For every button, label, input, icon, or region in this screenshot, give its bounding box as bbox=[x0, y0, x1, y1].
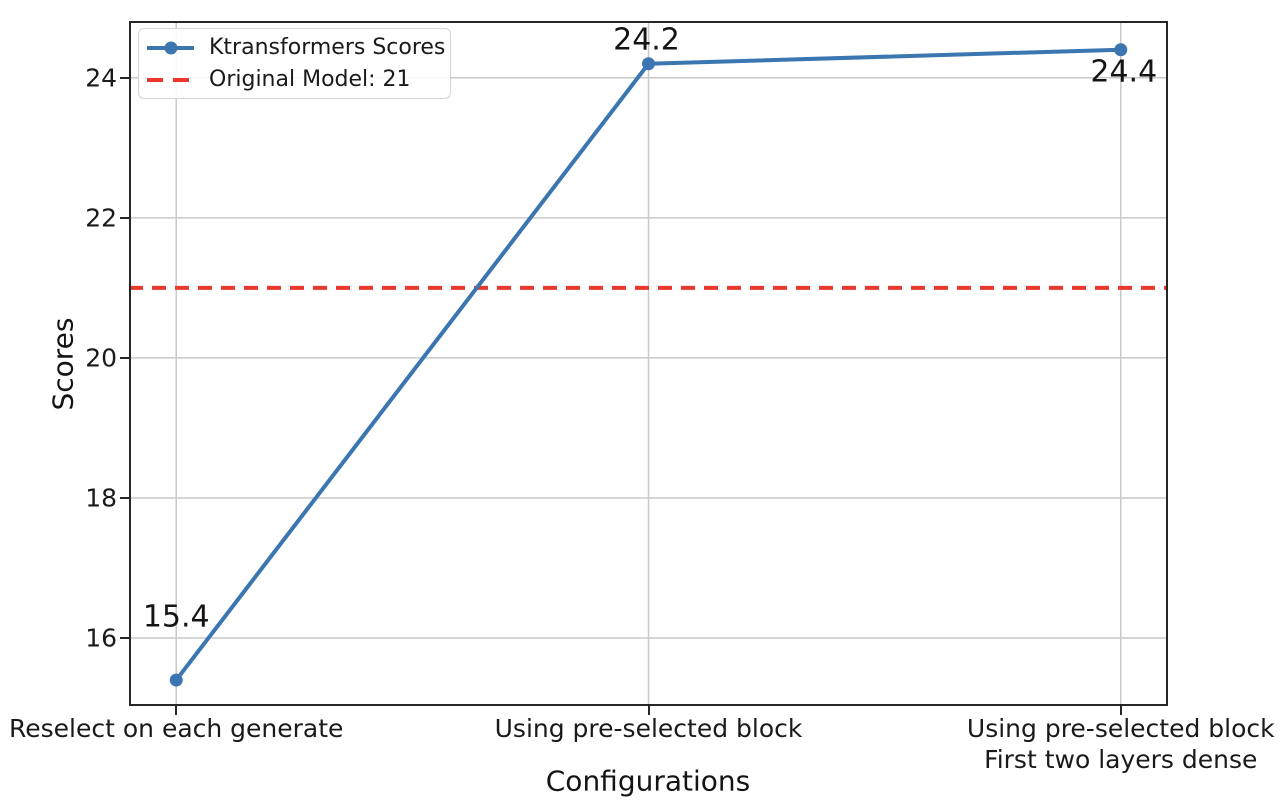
legend: Ktransformers Scores Original Model: 21 bbox=[138, 28, 451, 99]
legend-item-ktransformers-scores: Ktransformers Scores bbox=[147, 35, 445, 60]
axes-spines bbox=[129, 21, 1168, 706]
x-tick-mark bbox=[647, 706, 650, 715]
y-tick-label: 16 bbox=[85, 623, 117, 653]
y-tick-label: 24 bbox=[85, 63, 117, 93]
x-tick-label: Using pre-selected block bbox=[494, 714, 803, 743]
legend-label: Ktransformers Scores bbox=[209, 35, 446, 60]
dashed-line-sample-icon bbox=[147, 77, 194, 82]
y-tick-mark bbox=[120, 496, 129, 499]
y-tick-mark bbox=[120, 637, 129, 640]
data-point-label: 24.4 bbox=[1090, 54, 1158, 90]
legend-item-original-model: Original Model: 21 bbox=[147, 67, 438, 92]
x-tick-label: Using pre-selected block First two layers… bbox=[966, 714, 1275, 774]
y-tick-mark bbox=[120, 356, 129, 359]
y-axis-label: Scores bbox=[46, 317, 80, 411]
data-point-label: 15.4 bbox=[142, 599, 210, 635]
solid-line-marker-sample-icon bbox=[147, 41, 194, 54]
x-tick-label: Reselect on each generate bbox=[9, 714, 344, 743]
data-point-marker bbox=[1114, 43, 1128, 57]
circle-marker-icon bbox=[164, 41, 177, 54]
y-tick-mark bbox=[120, 76, 129, 79]
y-tick-label: 18 bbox=[85, 483, 117, 513]
x-axis-label: Configurations bbox=[545, 764, 751, 798]
plot-area bbox=[129, 21, 1168, 706]
x-tick-mark bbox=[1119, 706, 1122, 715]
y-tick-label: 20 bbox=[85, 343, 117, 373]
legend-label: Original Model: 21 bbox=[209, 67, 411, 92]
data-point-marker bbox=[169, 673, 183, 687]
x-tick-mark bbox=[175, 706, 178, 715]
data-point-label: 24.2 bbox=[613, 22, 680, 58]
data-point-marker bbox=[642, 57, 655, 71]
y-tick-mark bbox=[120, 216, 129, 219]
y-tick-label: 22 bbox=[85, 203, 117, 233]
